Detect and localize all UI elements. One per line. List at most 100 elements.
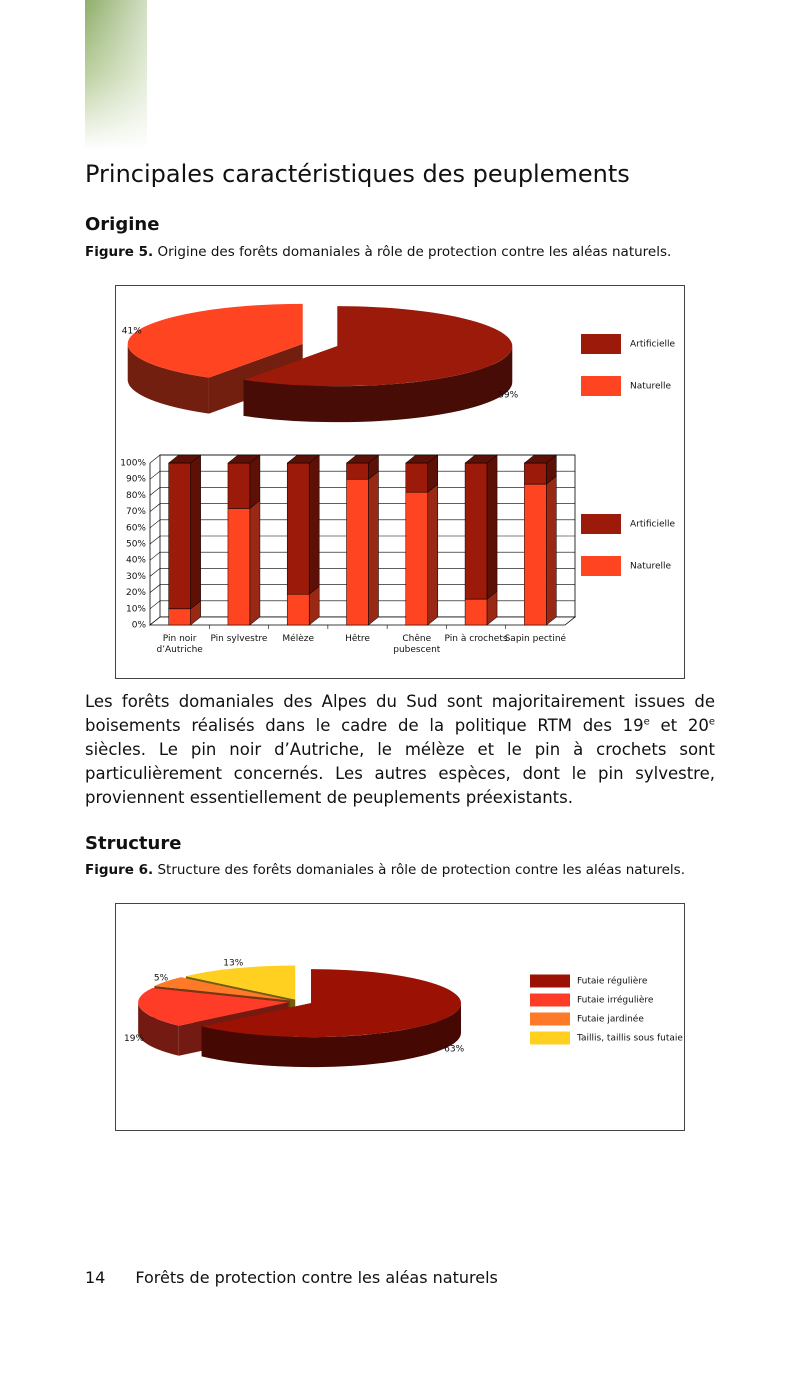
bar-segment-top: [167, 454, 202, 464]
pie-value-label: 63%: [444, 1044, 464, 1054]
bar-segment: [405, 462, 429, 493]
pie-slice: [201, 969, 462, 1038]
text: et 20: [649, 716, 709, 735]
legend-swatch: [530, 1012, 570, 1026]
figure-caption: Figure 6. Structure des forêts domaniale…: [85, 862, 685, 878]
caption-text: Structure des forêts domaniales à rôle d…: [153, 862, 686, 878]
legend-label: Futaie irrégulière: [577, 995, 654, 1006]
bar-segment-side: [249, 499, 261, 626]
bar-segment-side: [249, 454, 261, 509]
foliage-fade: [85, 0, 147, 150]
legend-label: Naturelle: [630, 562, 672, 572]
section-heading: Origine: [85, 214, 160, 235]
legend-swatch: [530, 993, 570, 1007]
bar-segment: [227, 462, 251, 509]
footer: 14 Forêts de protection contre les aléas …: [85, 1268, 498, 1287]
bar-segment-top: [227, 454, 261, 464]
y-tick-label: 20%: [126, 588, 146, 598]
footer-title: Forêts de protection contre les aléas na…: [135, 1268, 498, 1287]
y-tick-label: 70%: [126, 507, 146, 517]
bar-segment: [464, 598, 488, 626]
pie-value-label: 59%: [498, 390, 518, 400]
bar-segment-top: [405, 454, 439, 464]
y-tick-label: 30%: [126, 572, 146, 582]
x-tick-label: Pin à crochets: [444, 634, 508, 644]
x-tick-label: Mélèze: [282, 634, 314, 644]
bar-segment-side: [368, 470, 379, 626]
pie-value-label: 5%: [154, 974, 169, 984]
page-number: 14: [85, 1268, 106, 1287]
legend-swatch: [581, 334, 621, 354]
legend-label: Futaie régulière: [577, 976, 648, 987]
y-tick-label: 0%: [132, 621, 147, 631]
pie-slice: [185, 965, 296, 1000]
legend-label: Artificielle: [630, 340, 676, 350]
legend-label: Taillis, taillis sous futaie: [576, 1034, 683, 1044]
bar-segment: [286, 462, 310, 595]
figure-label: Figure 6.: [85, 862, 154, 878]
legend-swatch: [581, 376, 621, 396]
bar-segment-side: [546, 475, 557, 626]
superscript: e: [643, 716, 650, 728]
bar-segment-top: [286, 454, 320, 464]
text: Les forêts domaniales des Alpes du Sud s…: [85, 692, 715, 735]
pie-value-label: 13%: [223, 958, 243, 968]
superscript: e: [708, 716, 716, 728]
legend-swatch: [530, 974, 570, 988]
bar-segment-side: [190, 454, 201, 610]
x-tick-label: Pin sylvestre: [210, 634, 268, 644]
pie-value-label: 19%: [124, 1034, 144, 1044]
body-paragraph: Les forêts domaniales des Alpes du Sud s…: [85, 690, 715, 810]
pie-slice-side: [243, 346, 513, 423]
legend-label: Artificielle: [630, 520, 676, 530]
pie-slice: [127, 303, 303, 378]
x-tick-label: Hêtre: [345, 634, 370, 644]
bar-segment: [286, 593, 310, 626]
figure-frame: [115, 903, 685, 1131]
pie-slice: [154, 977, 291, 1001]
bar-segment: [524, 483, 547, 626]
y-tick-label: 40%: [126, 556, 146, 566]
x-tick-label: Sapin pectiné: [504, 634, 567, 644]
x-tick-label: Pin noir d’Autriche: [156, 634, 203, 655]
legend-swatch: [530, 1031, 570, 1045]
figure-caption: Figure 5. Origine des forêts domaniales …: [85, 244, 671, 260]
y-tick-label: 50%: [126, 540, 146, 550]
bar-segment-top: [523, 454, 558, 464]
bar-segment: [524, 462, 547, 485]
bar-segment: [346, 478, 369, 626]
pie-slice: [138, 987, 289, 1026]
page-title: Principales caractéristiques des peuplem…: [85, 160, 630, 188]
y-tick-label: 80%: [126, 491, 146, 501]
pie-value-label: 41%: [122, 327, 142, 337]
bar-segment-top: [345, 454, 380, 464]
section-heading: Structure: [85, 833, 182, 854]
bar-segment: [168, 462, 191, 610]
bar-segment: [227, 508, 251, 626]
bar-segment: [405, 491, 429, 626]
legend-label: Futaie jardinée: [577, 1014, 644, 1025]
legend-label: Naturelle: [630, 382, 672, 392]
pie-slice: [243, 306, 513, 387]
x-tick-label: Chêne pubescent: [393, 634, 441, 655]
bar-segment: [168, 608, 191, 626]
text: siècles. Le pin noir d’Autriche, le mélè…: [85, 740, 715, 807]
pie-slice-side: [138, 1002, 179, 1056]
pie-slice-side: [127, 343, 209, 414]
y-tick-label: 90%: [126, 475, 146, 485]
bar-segment: [346, 462, 369, 480]
y-tick-label: 60%: [126, 523, 146, 533]
bar-segment-side: [427, 483, 439, 626]
bar-segment: [464, 462, 488, 600]
figure-frame: [115, 285, 685, 679]
legend-swatch: [581, 556, 621, 576]
y-tick-label: 100%: [120, 459, 146, 469]
bar-segment-side: [308, 454, 320, 595]
legend-swatch: [581, 514, 621, 534]
caption-text: Origine des forêts domaniales à rôle de …: [153, 244, 672, 260]
bar-segment-top: [464, 454, 498, 464]
bar-segment-side: [486, 454, 498, 600]
figure-label: Figure 5.: [85, 244, 154, 260]
